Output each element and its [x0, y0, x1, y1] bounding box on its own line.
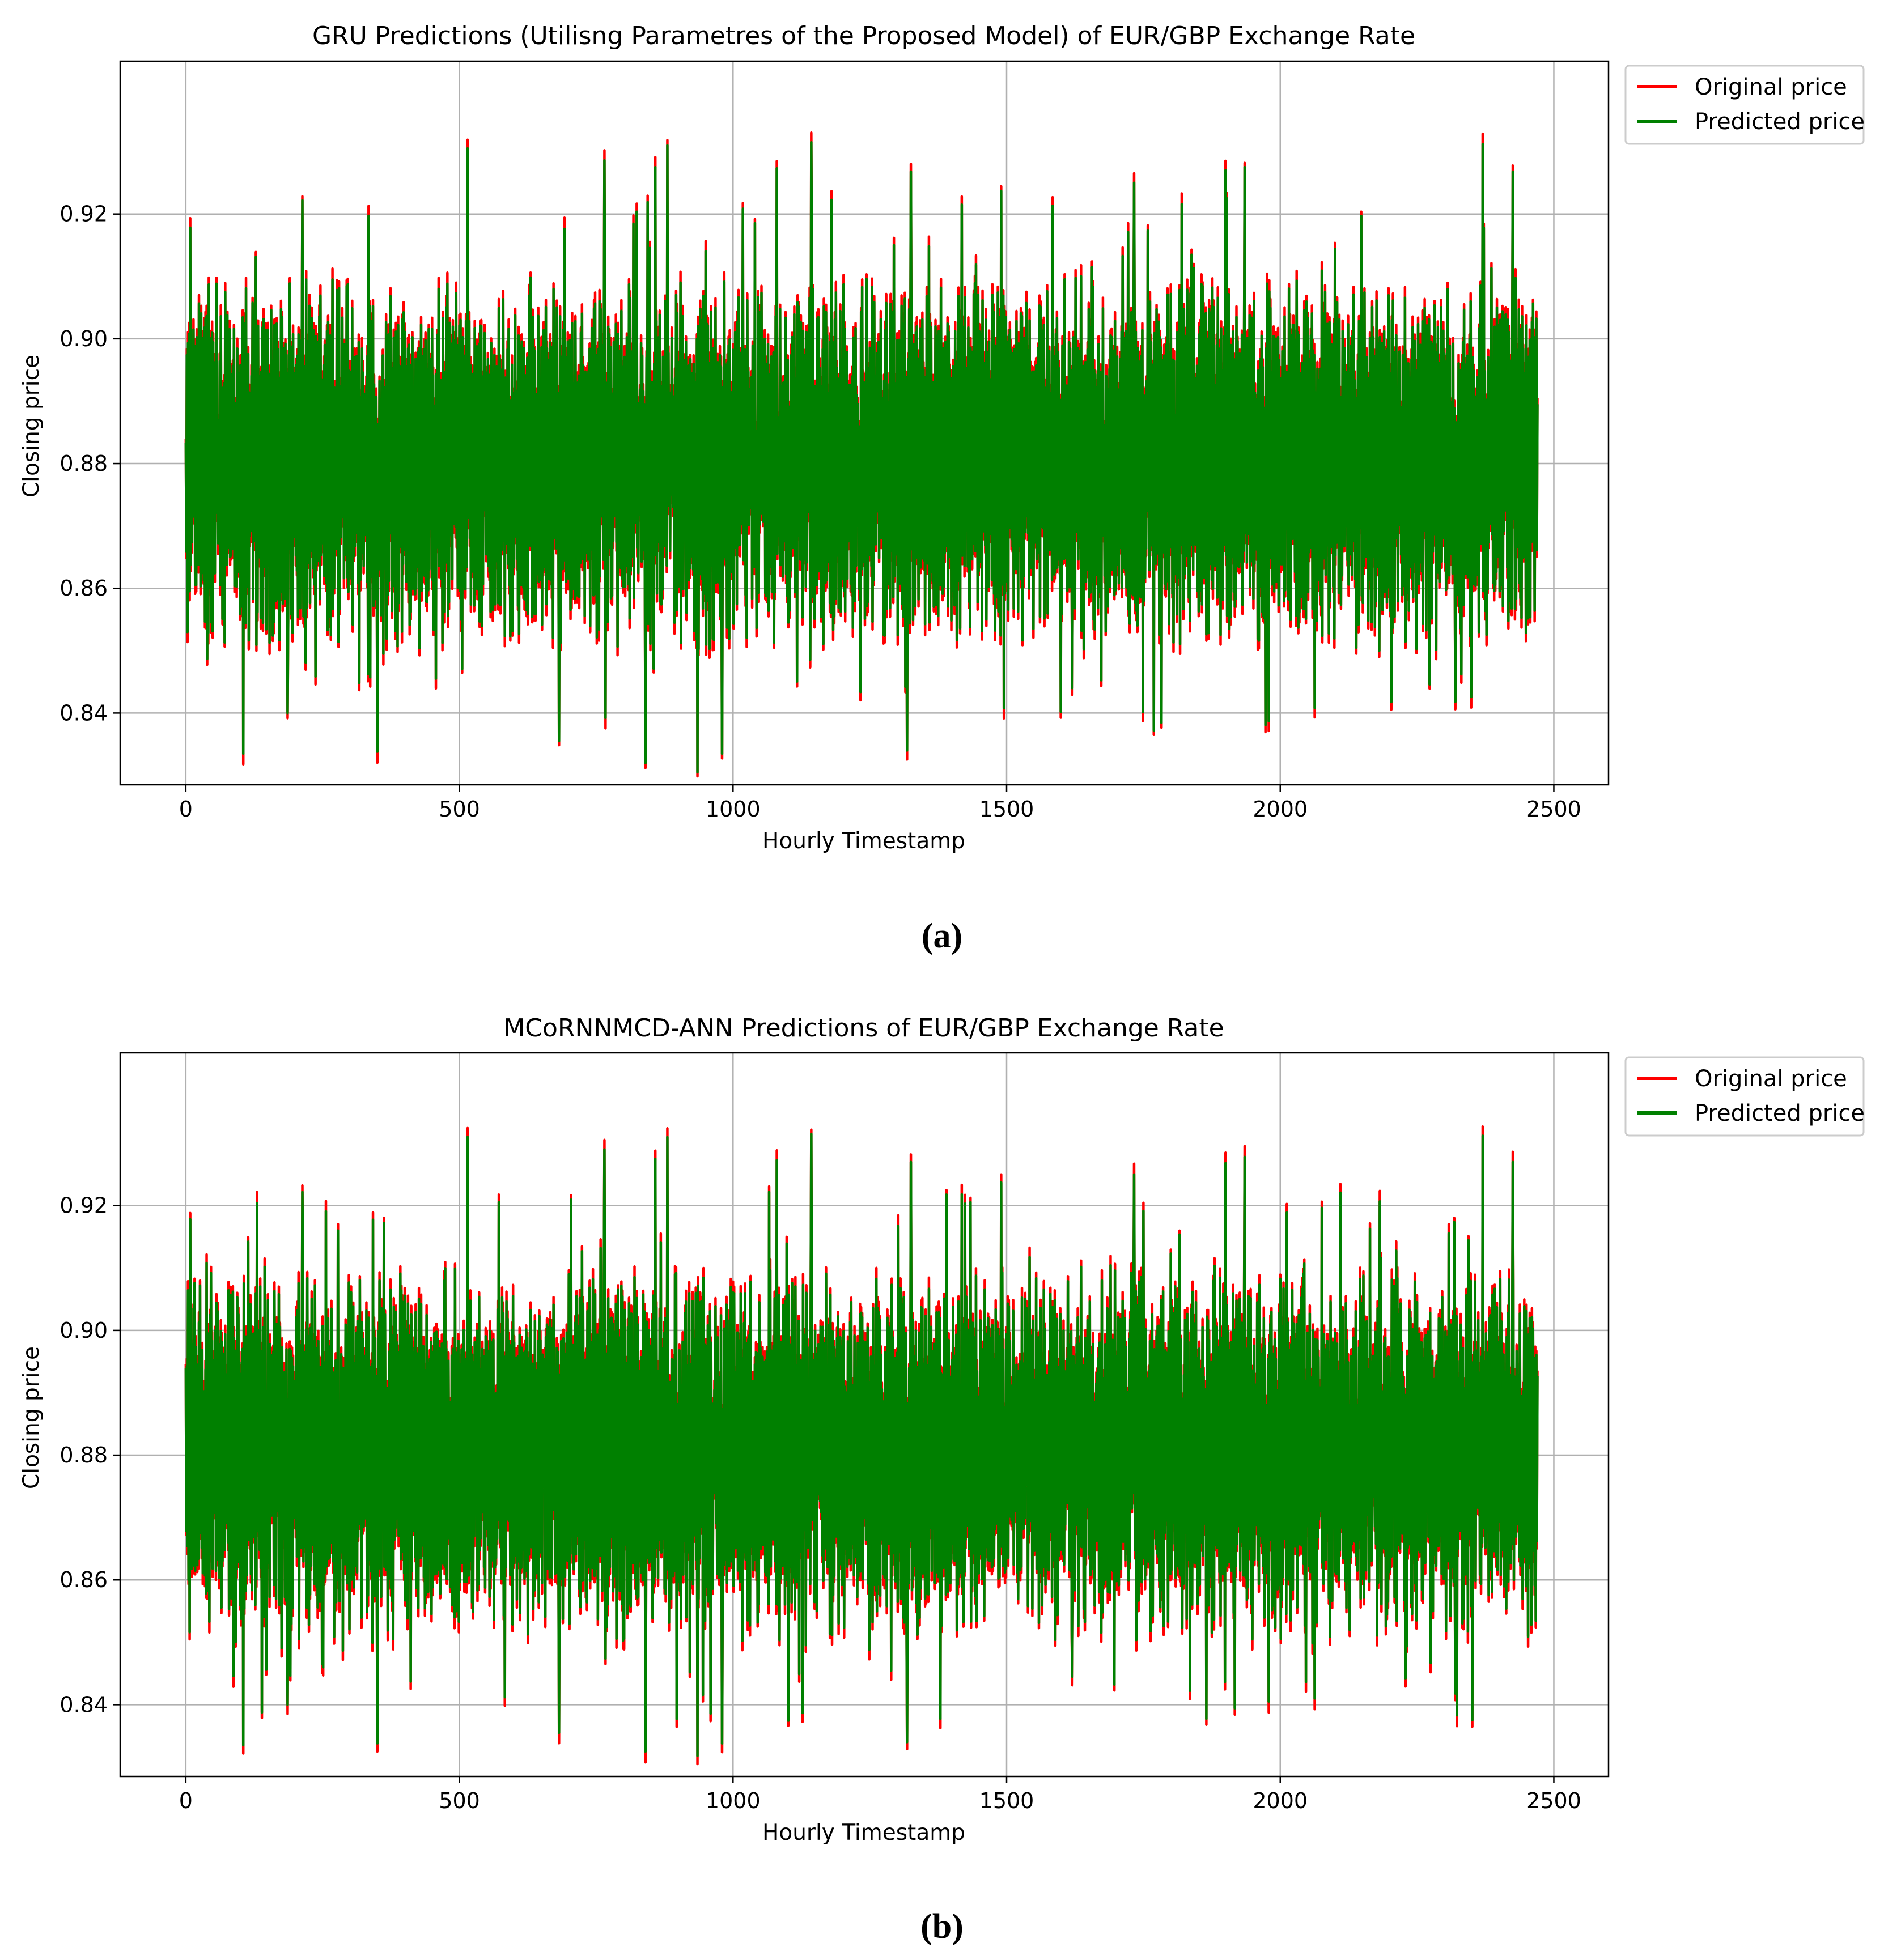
legend-label-predicted: Predicted price	[1695, 1100, 1865, 1126]
panel-caption: (b)	[920, 1907, 964, 1946]
x-tick-label: 1000	[706, 797, 761, 822]
chart-panel-b: MCoRNNMCD-ANN Predictions of EUR/GBP Exc…	[19, 1014, 1865, 1946]
x-tick-label: 1000	[706, 1788, 761, 1813]
y-tick-label: 0.84	[60, 1692, 108, 1717]
y-tick-label: 0.86	[60, 576, 108, 601]
ticks: 0 500 1000 1500 2000 2500 0.84 0.86 0.88 0.90 0.92	[60, 1193, 1581, 1813]
x-tick-label: 2500	[1526, 1788, 1581, 1813]
legend-label-original: Original price	[1695, 1066, 1847, 1092]
y-tick-label: 0.84	[60, 700, 108, 725]
y-tick-label: 0.88	[60, 451, 108, 476]
plot-frame	[119, 1052, 1610, 1778]
x-tick-label: 2000	[1253, 1788, 1308, 1813]
y-tick-label: 0.92	[60, 202, 108, 227]
legend: Original price Predicted price	[1624, 1056, 1865, 1137]
ticks: 0 500 1000 1500 2000 2500 0.84 0.86 0.88 0.90 0.92	[60, 202, 1581, 822]
x-tick-label: 0	[179, 797, 193, 822]
y-axis-label: Closing price	[19, 355, 44, 498]
plot-frame	[119, 60, 1610, 786]
x-tick-label: 1500	[979, 797, 1034, 822]
series-group	[184, 131, 1539, 778]
y-tick-label: 0.88	[60, 1443, 108, 1468]
y-axis-label: Closing price	[19, 1346, 44, 1489]
series-line-predicted-price	[184, 141, 1539, 774]
x-axis-label: Hourly Timestamp	[762, 1820, 965, 1846]
series-line-predicted-price	[184, 1132, 1539, 1757]
y-tick-label: 0.90	[60, 1318, 108, 1343]
y-tick-label: 0.86	[60, 1567, 108, 1592]
x-tick-label: 2500	[1526, 797, 1581, 822]
legend-box	[1624, 65, 1865, 145]
legend-label-original: Original price	[1695, 74, 1847, 100]
legend-box	[1624, 1056, 1865, 1137]
x-tick-label: 0	[179, 1788, 193, 1813]
x-axis-label: Hourly Timestamp	[762, 828, 965, 854]
chart-title: GRU Predictions (Utilisng Parametres of …	[312, 22, 1415, 50]
chart-title: MCoRNNMCD-ANN Predictions of EUR/GBP Exc…	[503, 1014, 1224, 1043]
panel-caption: (a)	[922, 917, 962, 955]
legend: Original price Predicted price	[1624, 65, 1865, 145]
x-tick-label: 500	[439, 797, 480, 822]
x-tick-label: 1500	[979, 1788, 1034, 1813]
x-tick-label: 2000	[1253, 797, 1308, 822]
y-tick-label: 0.92	[60, 1193, 108, 1218]
y-tick-label: 0.90	[60, 326, 108, 351]
chart-panel-a: GRU Predictions (Utilisng Parametres of …	[19, 22, 1865, 955]
x-tick-label: 500	[439, 1788, 480, 1813]
series-group	[184, 1125, 1539, 1766]
legend-label-predicted: Predicted price	[1695, 109, 1865, 135]
